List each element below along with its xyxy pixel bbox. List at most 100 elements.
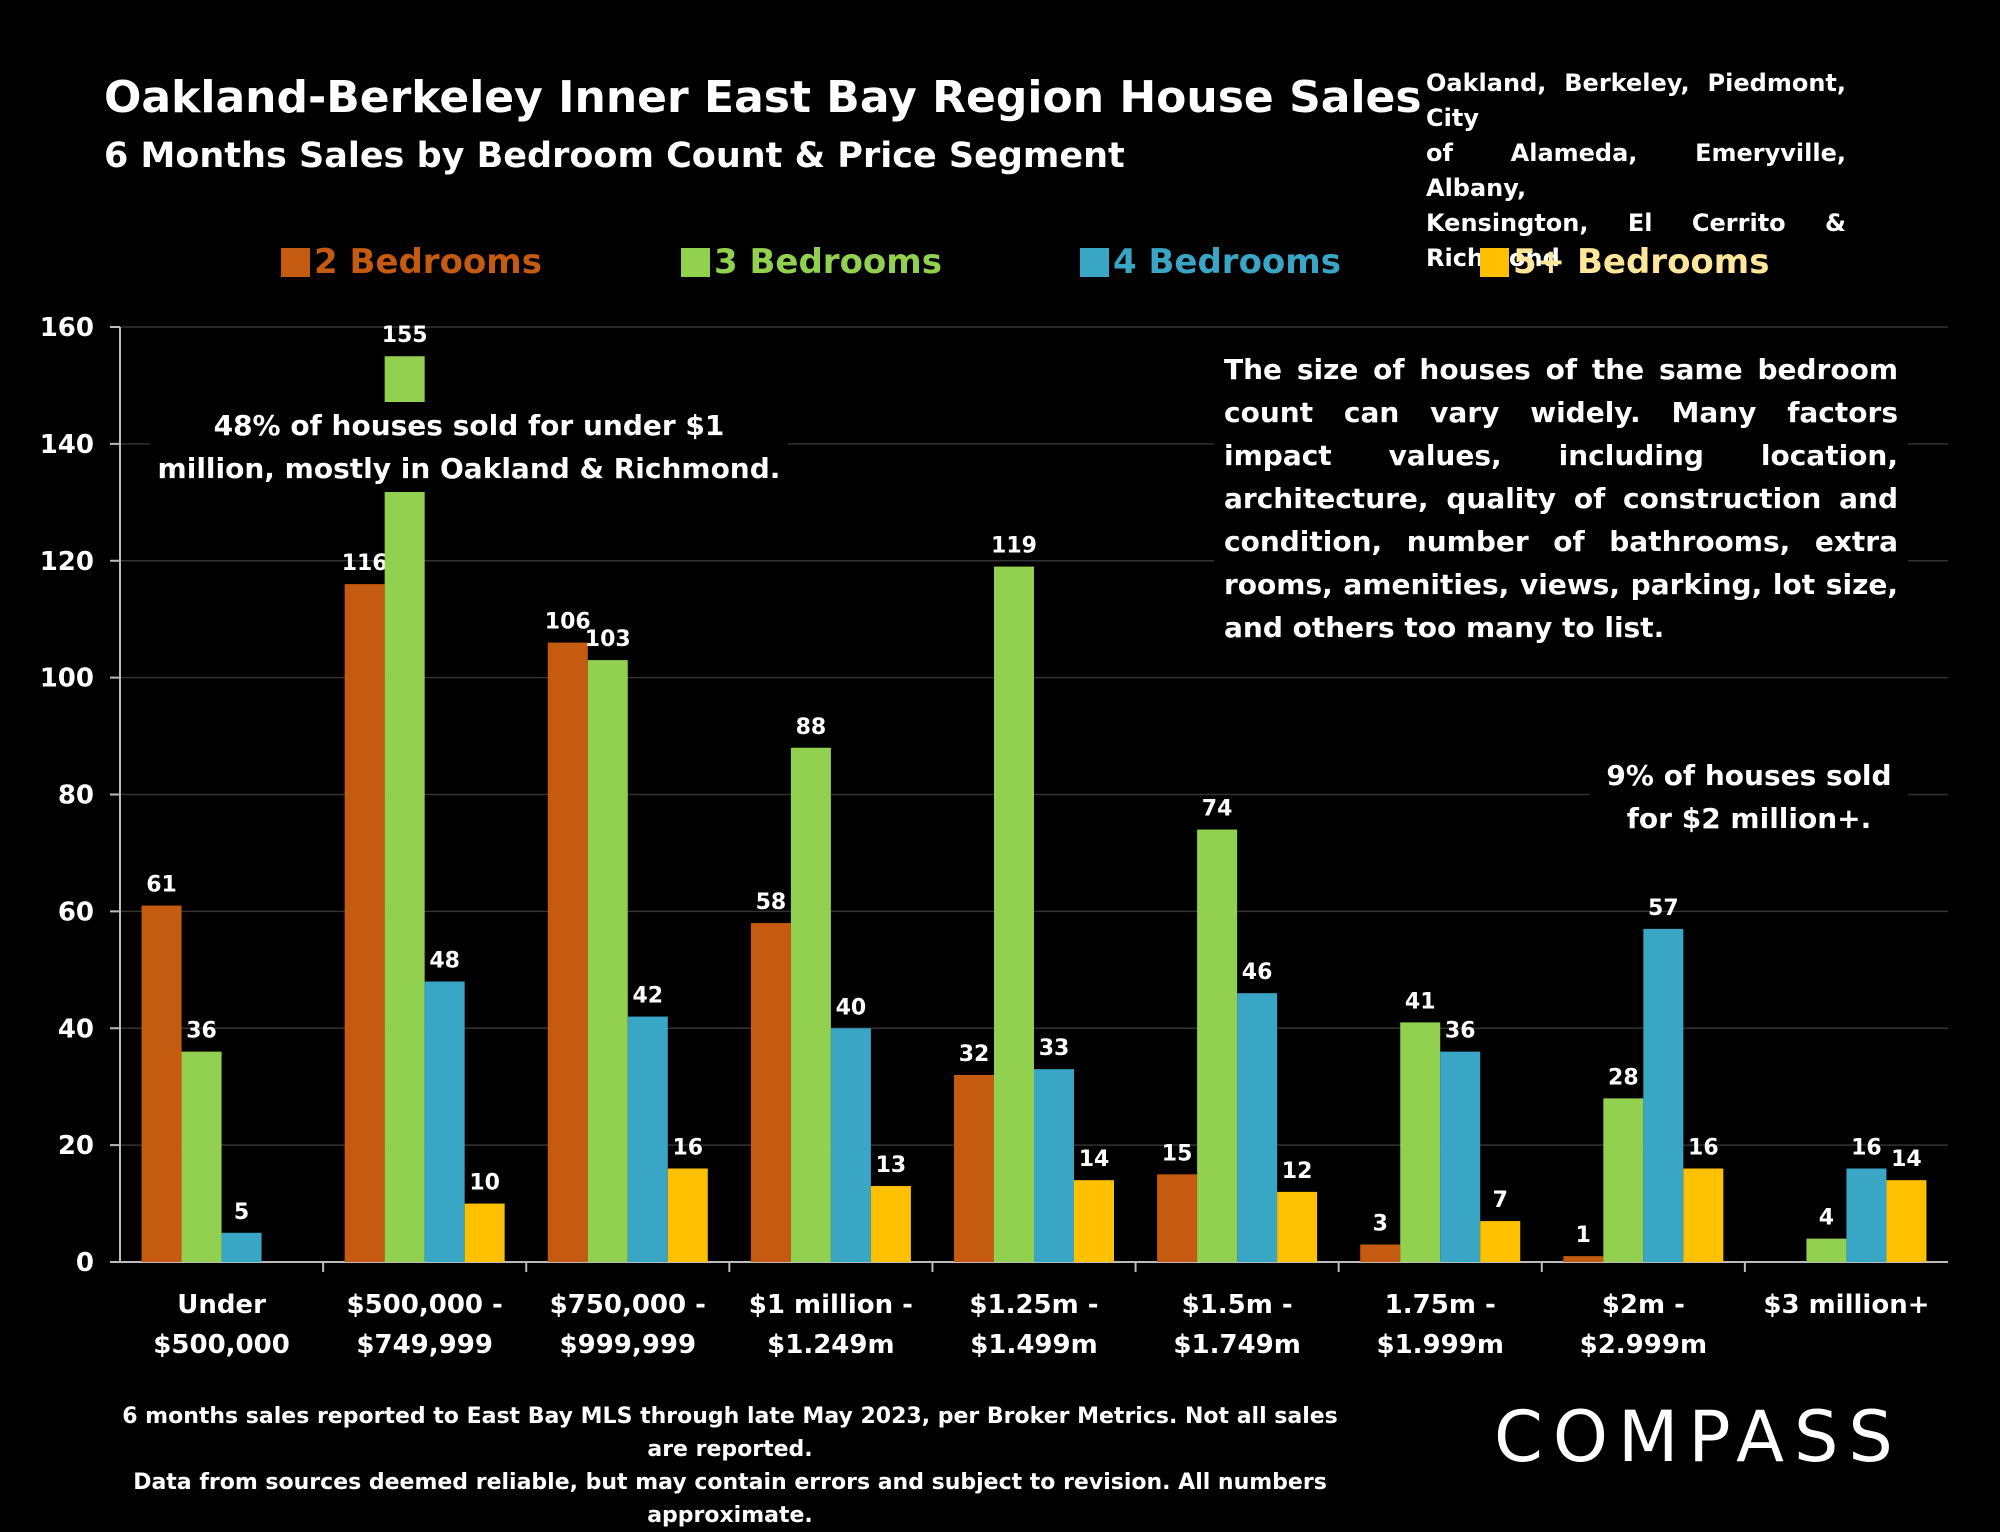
data-label: 15 [1162,1141,1193,1166]
bar [954,1075,994,1262]
annotation-house-size: The size of houses of the same bedroom c… [1214,346,1908,651]
legend-item-2-bedrooms: 2 Bedrooms [281,242,542,282]
bar [547,642,588,1262]
legend-item-3-bedrooms: 3 Bedrooms [681,242,942,282]
y-tick-label: 20 [58,1131,94,1161]
bar [1277,1191,1318,1262]
y-tick-label: 0 [76,1248,94,1278]
annotation-2-million-plus: 9% of houses sold for $2 million+. [1590,754,1908,840]
chart-title: Oakland-Berkeley Inner East Bay Region H… [104,72,1422,123]
bar [830,1028,871,1262]
data-label: 36 [1445,1019,1476,1044]
data-label: 33 [1039,1036,1070,1061]
data-label: 16 [672,1136,703,1161]
data-label: 61 [146,873,177,898]
data-label: 57 [1648,896,1679,921]
bar [1237,993,1278,1262]
data-label: 10 [469,1171,500,1196]
annotation-under-1-million: 48% of houses sold for under $1 million,… [150,402,788,492]
chart-legend: 2 Bedrooms 3 Bedrooms 4 Bedrooms 5+ Bedr… [0,242,2000,292]
bar [1643,928,1684,1262]
x-tick-label: Under [177,1290,266,1320]
bar [1563,1256,1604,1262]
data-label: 3 [1373,1211,1388,1236]
bar [141,905,182,1262]
bar [1157,1174,1198,1262]
bar [1034,1069,1074,1262]
data-label: 32 [959,1042,990,1067]
x-tick-label: $749,999 [356,1330,493,1360]
bar [1360,1244,1401,1262]
legend-label-3-bedrooms: 3 Bedrooms [714,242,942,282]
bar [1197,829,1238,1262]
data-label: 14 [1079,1147,1110,1172]
y-tick-label: 120 [40,547,94,577]
bar [627,1016,668,1262]
region-line-2: of Alameda, Emeryville, Albany, [1426,139,1846,202]
data-label: 88 [796,715,827,740]
bar [464,1203,505,1262]
x-tick-label: $3 million+ [1763,1290,1929,1320]
footer-line-2: Data from sources deemed reliable, but m… [133,1470,1327,1528]
x-tick-label: $500,000 [153,1330,290,1360]
y-tick-label: 160 [40,313,94,343]
x-tick-label: $1.5m - [1182,1290,1293,1320]
data-label: 106 [545,610,591,635]
data-label: 1 [1576,1223,1591,1248]
data-label: 42 [632,984,663,1009]
data-label: 103 [585,627,631,652]
data-label: 58 [756,890,787,915]
data-label: 46 [1242,960,1273,985]
data-label: 28 [1608,1065,1639,1090]
bar [994,566,1034,1262]
bar [790,747,831,1262]
data-label: 5 [234,1200,249,1225]
bar [587,660,628,1262]
chart-subtitle: 6 Months Sales by Bedroom Count & Price … [104,136,1125,176]
x-tick-label: $1.999m [1377,1330,1504,1360]
bar [1846,1168,1887,1262]
data-label: 12 [1282,1159,1313,1184]
x-tick-label: $2m - [1602,1290,1685,1320]
x-tick-label: $1 million - [749,1290,913,1320]
legend-item-4-bedrooms: 4 Bedrooms [1080,242,1341,282]
data-label: 119 [991,534,1037,559]
legend-label-2-bedrooms: 2 Bedrooms [314,242,542,282]
bar [181,1051,222,1262]
x-tick-label: 1.75m - [1385,1290,1496,1320]
bar [1886,1180,1927,1262]
data-label: 13 [876,1153,907,1178]
bar [667,1168,708,1262]
bar [1480,1221,1521,1262]
data-label: 7 [1493,1188,1508,1213]
legend-swatch-4-bedrooms [1080,247,1109,277]
x-tick-label: $1.499m [970,1330,1097,1360]
bar [424,981,465,1262]
bar [1806,1238,1847,1262]
data-label: 48 [429,949,460,974]
legend-swatch-3-bedrooms [681,247,710,277]
footer-note: 6 months sales reported to East Bay MLS … [110,1400,1350,1532]
legend-item-5plus-bedrooms: 5+ Bedrooms [1480,242,1769,282]
data-label: 36 [186,1019,217,1044]
data-label: 14 [1891,1147,1922,1172]
legend-label-4-bedrooms: 4 Bedrooms [1113,242,1341,282]
data-label: 16 [1851,1136,1882,1161]
bar [1440,1051,1481,1262]
bar [221,1232,262,1262]
region-line-1: Oakland, Berkeley, Piedmont, City [1426,69,1846,132]
x-tick-label: $1.249m [767,1330,894,1360]
bar [1400,1022,1441,1262]
bar [1074,1180,1114,1262]
y-tick-label: 60 [58,897,94,927]
bar [384,356,425,1262]
bar [1683,1168,1724,1262]
x-tick-label: $999,999 [560,1330,697,1360]
data-label: 40 [836,995,867,1020]
data-label: 116 [342,551,388,576]
x-tick-label: $2.999m [1580,1330,1707,1360]
bar [870,1186,911,1262]
y-tick-label: 100 [40,664,94,694]
x-tick-label: $1.749m [1173,1330,1300,1360]
bar-chart: 02040608010012014016061365Under$500,0001… [40,313,1948,1360]
